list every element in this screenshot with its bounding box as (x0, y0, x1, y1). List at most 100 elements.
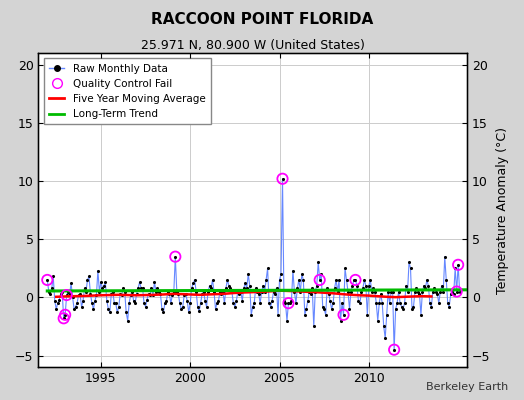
Point (370, 288, 379, 295)
Point (171, 254, 180, 260)
Point (448, 288, 456, 295)
Point (383, 312, 391, 318)
Point (186, 300, 194, 306)
Point (134, 285, 143, 291)
Point (360, 277, 368, 283)
Point (395, 288, 403, 295)
Point (453, 288, 461, 295)
Y-axis label: Temperature Anomaly (°C): Temperature Anomaly (°C) (496, 127, 509, 294)
Point (284, 300, 292, 306)
Point (340, 312, 348, 318)
Point (281, 300, 290, 306)
Point (143, 296, 151, 303)
Point (384, 288, 392, 295)
Point (137, 285, 145, 291)
Point (342, 277, 351, 283)
Point (333, 288, 342, 295)
Point (438, 282, 446, 289)
Point (323, 285, 331, 291)
Point (174, 291, 182, 297)
Point (402, 282, 410, 289)
Point (451, 265, 460, 272)
Point (100, 282, 108, 289)
Point (94, 268, 102, 274)
Point (290, 288, 299, 295)
Point (311, 288, 320, 295)
Point (396, 300, 405, 306)
Point (397, 304, 406, 310)
Point (168, 292, 177, 298)
Point (368, 288, 376, 295)
Point (365, 282, 373, 289)
Point (356, 300, 364, 306)
Point (202, 304, 211, 310)
Point (207, 285, 215, 291)
Point (52, 306, 60, 312)
Point (229, 300, 237, 306)
Point (70, 306, 78, 312)
Point (193, 304, 202, 310)
Point (210, 288, 218, 295)
Point (220, 300, 228, 306)
Point (141, 304, 150, 310)
Point (48, 285, 56, 291)
Point (326, 298, 334, 304)
Point (106, 309, 114, 316)
Point (119, 285, 127, 291)
Point (406, 265, 414, 272)
Point (310, 323, 318, 330)
Point (135, 279, 144, 286)
Point (97, 279, 105, 286)
Point (329, 300, 337, 306)
Point (237, 288, 245, 295)
Point (133, 291, 141, 297)
Point (235, 291, 244, 297)
Point (312, 282, 321, 289)
Text: Berkeley Earth: Berkeley Earth (426, 382, 508, 392)
Point (86, 291, 95, 297)
Point (372, 300, 380, 306)
Point (167, 300, 175, 306)
Point (340, 312, 348, 318)
Point (198, 291, 206, 297)
Point (122, 309, 130, 316)
Point (268, 298, 276, 304)
Point (265, 300, 274, 306)
Point (76, 291, 84, 297)
Point (150, 279, 159, 286)
Point (192, 288, 200, 295)
Point (363, 312, 372, 318)
Point (246, 282, 254, 289)
Point (344, 288, 352, 295)
Point (266, 304, 275, 310)
Point (420, 282, 428, 289)
Point (57, 291, 65, 297)
Point (128, 288, 136, 295)
Title: 25.971 N, 80.900 W (United States): 25.971 N, 80.900 W (United States) (141, 39, 365, 52)
Point (350, 277, 358, 283)
Point (314, 259, 322, 266)
Point (46, 291, 54, 297)
Point (423, 277, 431, 283)
Point (117, 292, 126, 298)
Point (89, 306, 97, 312)
Point (64, 288, 72, 295)
Point (277, 271, 285, 277)
Point (275, 277, 283, 283)
Point (405, 259, 413, 266)
Point (271, 291, 279, 297)
Point (165, 291, 173, 297)
Point (61, 312, 69, 318)
Point (55, 296, 63, 303)
Point (320, 306, 329, 312)
Point (244, 271, 253, 277)
Point (243, 285, 251, 291)
Point (191, 277, 199, 283)
Point (454, 262, 462, 268)
Point (445, 304, 453, 310)
Point (162, 298, 171, 304)
Point (144, 291, 152, 297)
Point (296, 288, 304, 295)
Point (45, 288, 53, 295)
Point (345, 306, 354, 312)
